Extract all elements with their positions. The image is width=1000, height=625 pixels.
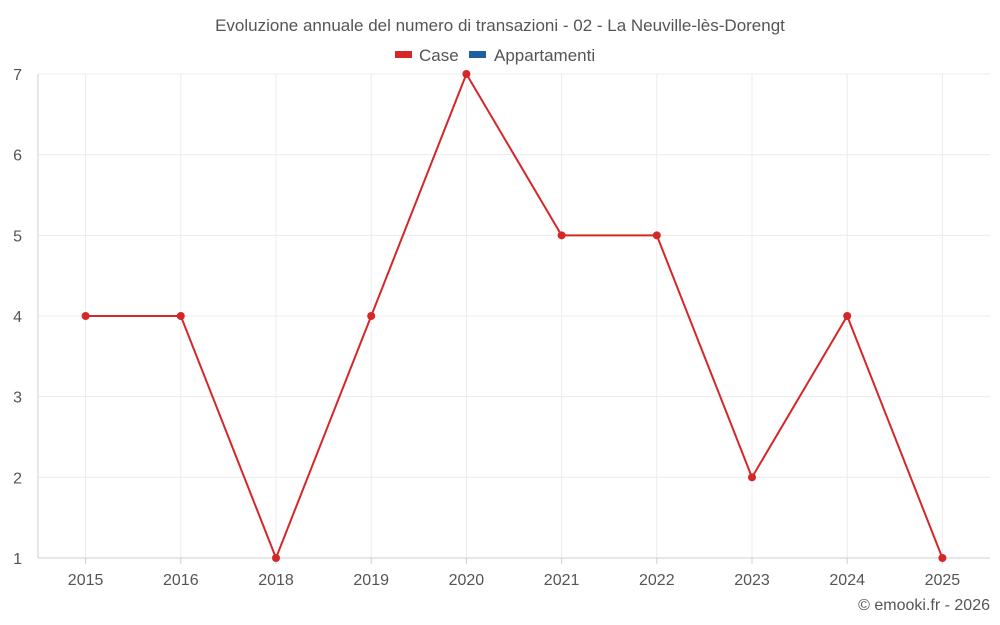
credit-text: © emooki.fr - 2026 bbox=[858, 597, 990, 614]
legend-item-appartamenti[interactable]: Appartamenti bbox=[469, 46, 595, 65]
x-tick-label-2021: 2021 bbox=[544, 572, 580, 589]
x-tick-label-2022: 2022 bbox=[639, 572, 675, 589]
data-point-case-2023[interactable] bbox=[748, 473, 756, 482]
data-point-case-2019[interactable] bbox=[367, 312, 376, 320]
horizontal-gridlines bbox=[38, 73, 990, 478]
x-tick-label-2023: 2023 bbox=[734, 572, 770, 589]
data-point-case-2024[interactable] bbox=[843, 312, 852, 320]
x-tick-label-2018: 2018 bbox=[258, 572, 294, 589]
x-tick-label-2024: 2024 bbox=[829, 572, 865, 589]
series-line-case bbox=[85, 73, 944, 559]
data-point-case-2021[interactable] bbox=[557, 231, 566, 240]
x-tick-label-2020: 2020 bbox=[449, 572, 485, 589]
data-point-case-2022[interactable] bbox=[652, 231, 661, 240]
data-point-case-2025[interactable] bbox=[938, 554, 947, 562]
x-tick-label-2025: 2025 bbox=[925, 572, 961, 589]
data-point-case-2018[interactable] bbox=[272, 554, 280, 562]
legend-swatch-case bbox=[395, 51, 412, 58]
y-tick-label-4: 4 bbox=[13, 309, 22, 326]
data-point-case-2015[interactable] bbox=[81, 312, 90, 320]
y-tick-label-5: 5 bbox=[13, 228, 22, 245]
data-point-case-2020[interactable] bbox=[462, 70, 471, 78]
chart-title: Evoluzione annuale del numero di transaz… bbox=[215, 16, 785, 35]
x-tick-label-2016: 2016 bbox=[163, 572, 199, 589]
legend-label-case: Case bbox=[419, 46, 459, 65]
series-case bbox=[81, 70, 947, 562]
x-tick-label-2019: 2019 bbox=[353, 572, 389, 589]
y-tick-label-7: 7 bbox=[13, 67, 22, 84]
y-tick-label-2: 2 bbox=[13, 470, 22, 487]
x-axis-ticks: 2015 2016 2018 2019 2020 2021 2022 2023 2024 2025 bbox=[68, 558, 960, 589]
y-tick-label-6: 6 bbox=[13, 148, 22, 165]
legend-item-case[interactable]: Case bbox=[395, 46, 459, 65]
legend-label-appartamenti: Appartamenti bbox=[494, 46, 595, 65]
x-tick-label-2015: 2015 bbox=[68, 572, 104, 589]
legend-swatch-appartamenti bbox=[469, 51, 486, 58]
y-tick-label-3: 3 bbox=[13, 390, 22, 407]
data-point-case-2016[interactable] bbox=[176, 312, 185, 320]
y-axis-ticks: 1 2 3 4 5 6 7 bbox=[13, 67, 22, 568]
legend: Case Appartamenti bbox=[395, 46, 595, 65]
y-tick-label-1: 1 bbox=[13, 551, 22, 568]
